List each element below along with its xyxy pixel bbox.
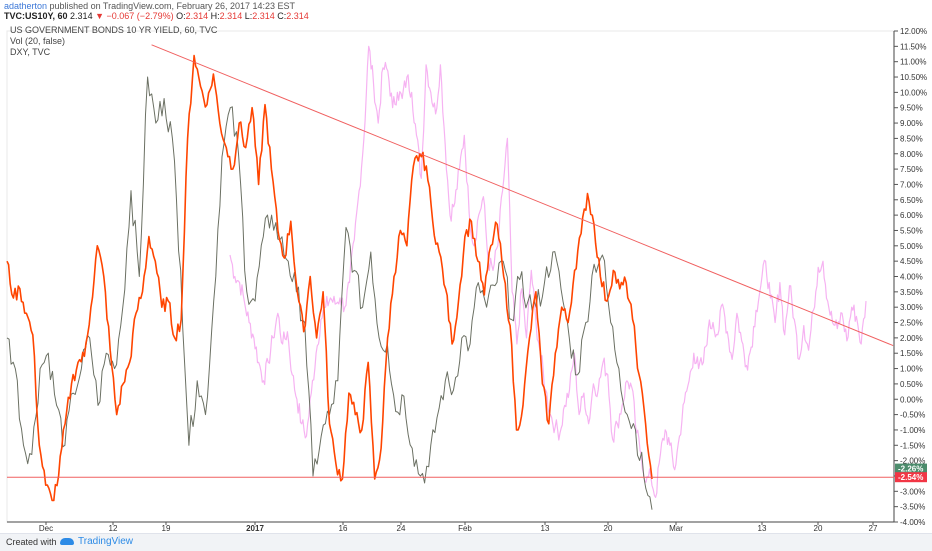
y-tick-label: 2.50% bbox=[900, 319, 923, 328]
y-tick-label: 10.00% bbox=[900, 88, 927, 97]
dxy-series-line bbox=[229, 45, 867, 498]
x-tick-label: 27 bbox=[869, 524, 878, 533]
x-tick-label: 13 bbox=[541, 524, 550, 533]
change-value: −0.067 (−2.79%) bbox=[106, 11, 174, 21]
y-tick-label: 3.00% bbox=[900, 303, 923, 312]
y-tick-label: -0.50% bbox=[900, 411, 925, 420]
y-tick-label: 4.00% bbox=[900, 273, 923, 282]
y-tick-label: 9.00% bbox=[900, 119, 923, 128]
x-tick-label: 24 bbox=[397, 524, 406, 533]
price-chart[interactable]: 12.00% 11.50% 11.00% 10.50% 10.00% 9.50% 9.00%… bbox=[0, 0, 932, 533]
yield-series-line bbox=[6, 54, 653, 502]
low-value: 2.314 bbox=[252, 11, 275, 21]
y-tick-label: -2.00% bbox=[900, 457, 925, 466]
y-tick-label: 6.50% bbox=[900, 196, 923, 205]
y-tick-label: 1.50% bbox=[900, 349, 923, 358]
price-badge bbox=[895, 463, 927, 474]
x-tick-label: 12 bbox=[109, 524, 118, 533]
high-value: 2.314 bbox=[219, 11, 243, 21]
y-tick-label: -3.50% bbox=[900, 503, 925, 512]
trendline bbox=[151, 44, 894, 347]
x-tick-label: 2017 bbox=[246, 524, 264, 533]
y-tick-label: 2.00% bbox=[900, 334, 923, 343]
legend-main-series: US GOVERNMENT BONDS 10 YR YIELD, 60, TVC bbox=[10, 25, 218, 35]
y-tick-label: 12.00% bbox=[900, 27, 927, 36]
y-tick-label: 7.50% bbox=[900, 165, 923, 174]
y-tick-label: 11.00% bbox=[900, 58, 927, 67]
y-tick-label: 0.50% bbox=[900, 380, 923, 389]
y-tick-label: 4.50% bbox=[900, 257, 923, 266]
close-value: 2.314 bbox=[286, 11, 309, 21]
y-tick-label: 5.00% bbox=[900, 242, 923, 251]
x-tick-label: Mar bbox=[669, 524, 683, 533]
tradingview-brand[interactable]: TradingView bbox=[78, 536, 134, 547]
y-tick-label: 5.50% bbox=[900, 226, 923, 235]
publish-text: published on TradingView.com, February 2… bbox=[47, 1, 296, 11]
x-tick-label: 19 bbox=[162, 524, 171, 533]
y-tick-label: 9.50% bbox=[900, 104, 923, 113]
symbol-label[interactable]: TVC:US10Y, 60 bbox=[4, 11, 68, 21]
y-tick-label: 10.50% bbox=[900, 73, 927, 82]
price-badge-label: -2.26% bbox=[898, 465, 923, 474]
open-label: O: bbox=[176, 11, 186, 21]
y-tick-label: -1.50% bbox=[900, 441, 925, 450]
tradingview-logo-icon[interactable] bbox=[60, 538, 74, 545]
footer-bar: Created with TradingView bbox=[0, 533, 932, 551]
legend-volume: Vol (20, false) bbox=[10, 36, 66, 46]
x-tick-label: 13 bbox=[758, 524, 767, 533]
author-link[interactable]: adatherton bbox=[4, 1, 48, 11]
y-tick-label: -3.00% bbox=[900, 487, 925, 496]
created-with-text: Created with bbox=[6, 537, 57, 547]
x-tick-label: Dec bbox=[39, 524, 53, 533]
legend-dxy: DXY, TVC bbox=[10, 47, 51, 57]
y-tick-label: 8.50% bbox=[900, 134, 923, 143]
y-tick-label: 0.00% bbox=[900, 395, 923, 404]
publish-header: adatherton published on TradingView.com,… bbox=[4, 1, 295, 12]
y-tick-label: 11.50% bbox=[900, 42, 927, 51]
price-badge bbox=[895, 472, 927, 483]
low-label: L: bbox=[244, 11, 253, 21]
x-tick-label: Feb bbox=[458, 524, 472, 533]
y-tick-label: 3.50% bbox=[900, 288, 923, 297]
quote-bar: TVC:US10Y, 60 2.314 ▼ −0.067 (−2.79%) O:… bbox=[4, 11, 309, 22]
open-value: 2.314 bbox=[185, 11, 209, 21]
x-tick-label: 20 bbox=[604, 524, 613, 533]
y-tick-label: -1.00% bbox=[900, 426, 925, 435]
y-tick-label: 6.00% bbox=[900, 211, 923, 220]
y-tick-label: 8.00% bbox=[900, 150, 923, 159]
candles-series bbox=[6, 76, 653, 510]
high-label: H: bbox=[210, 11, 220, 21]
y-tick-label: 1.00% bbox=[900, 365, 923, 374]
y-tick-label: -4.00% bbox=[900, 518, 925, 527]
x-tick-label: 16 bbox=[339, 524, 348, 533]
y-tick-label: 7.00% bbox=[900, 180, 923, 189]
last-price: 2.314 bbox=[70, 11, 93, 21]
chart-legend: US GOVERNMENT BONDS 10 YR YIELD, 60, TVC… bbox=[10, 25, 217, 58]
x-tick-label: 20 bbox=[814, 524, 823, 533]
price-badge-label: -2.54% bbox=[898, 473, 923, 482]
plot-frame bbox=[6, 30, 895, 523]
down-arrow-icon: ▼ bbox=[95, 11, 105, 21]
close-label: C: bbox=[277, 11, 287, 21]
